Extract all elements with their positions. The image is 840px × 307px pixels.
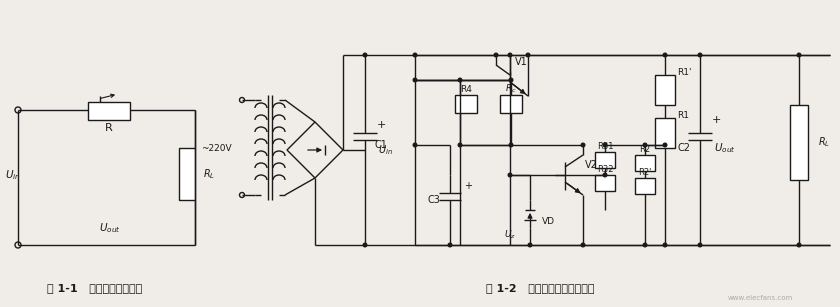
Text: $U_{out}$: $U_{out}$ [714, 141, 736, 155]
Text: R1: R1 [677, 111, 689, 119]
Text: V1: V1 [515, 57, 528, 67]
Circle shape [643, 243, 647, 247]
Bar [595, 175, 615, 191]
Circle shape [508, 173, 512, 177]
Text: R2': R2' [638, 168, 652, 177]
Circle shape [664, 243, 667, 247]
Text: R31: R31 [596, 142, 613, 150]
Bar [655, 118, 675, 148]
Text: $R_L$: $R_L$ [818, 135, 830, 149]
Circle shape [509, 78, 512, 82]
Circle shape [526, 53, 530, 57]
Circle shape [603, 173, 606, 177]
Bar [790, 105, 808, 180]
Circle shape [509, 143, 512, 147]
Text: R: R [105, 123, 113, 133]
Text: $U_{out}$: $U_{out}$ [99, 221, 121, 235]
Text: VD: VD [542, 217, 555, 227]
Circle shape [603, 143, 606, 147]
Circle shape [508, 53, 512, 57]
Circle shape [449, 243, 452, 247]
Text: +: + [376, 120, 386, 130]
Text: C3: C3 [428, 195, 440, 205]
Bar [500, 95, 522, 113]
Circle shape [413, 143, 417, 147]
Bar [455, 95, 477, 113]
Text: +: + [711, 115, 721, 125]
Circle shape [664, 53, 667, 57]
Text: V2: V2 [585, 160, 598, 170]
Text: R4: R4 [460, 84, 472, 94]
Bar [88, 102, 130, 120]
Text: R32: R32 [596, 165, 613, 173]
Bar [595, 152, 615, 168]
Circle shape [458, 78, 462, 82]
Text: C1: C1 [375, 140, 387, 150]
Text: +: + [464, 181, 472, 191]
Circle shape [494, 53, 498, 57]
Text: $U_{in}$: $U_{in}$ [377, 143, 392, 157]
Circle shape [581, 243, 585, 247]
Text: $R_c$: $R_c$ [505, 83, 517, 95]
Circle shape [581, 143, 585, 147]
Bar [635, 155, 655, 171]
Circle shape [363, 243, 367, 247]
Circle shape [698, 53, 701, 57]
Bar [635, 178, 655, 194]
Text: $U_{in}$: $U_{in}$ [5, 168, 21, 182]
Text: www.elecfans.com: www.elecfans.com [727, 295, 793, 301]
Text: 图 1-1   利用可变电阻稳压: 图 1-1 利用可变电阻稳压 [47, 283, 143, 293]
Circle shape [664, 143, 667, 147]
Circle shape [458, 143, 462, 147]
Text: $U_z$: $U_z$ [504, 229, 516, 241]
Circle shape [363, 53, 367, 57]
Circle shape [797, 53, 801, 57]
Circle shape [643, 143, 647, 147]
Circle shape [413, 78, 417, 82]
Text: C2: C2 [678, 143, 690, 153]
Text: R1': R1' [677, 68, 691, 76]
Text: ~220V: ~220V [202, 143, 232, 153]
Circle shape [797, 243, 801, 247]
Text: $R_L$: $R_L$ [203, 167, 215, 181]
Bar [179, 148, 195, 200]
Bar [655, 75, 675, 105]
Circle shape [413, 53, 417, 57]
Text: 图 1-2   串联型晶体管稳压电源: 图 1-2 串联型晶体管稳压电源 [486, 283, 594, 293]
Circle shape [698, 243, 701, 247]
Circle shape [528, 243, 532, 247]
Text: R2: R2 [639, 145, 650, 154]
